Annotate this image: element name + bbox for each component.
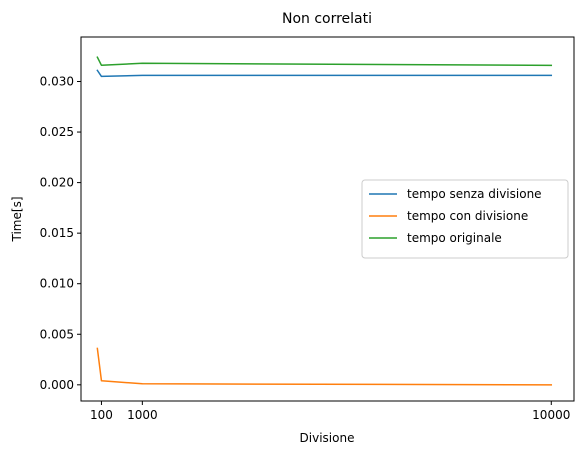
series-line-2 <box>96 56 553 67</box>
x-tick-label: 1000 <box>127 408 158 422</box>
y-tick-label: 0.030 <box>40 74 74 88</box>
y-axis: 0.000 0.005 0.010 0.015 0.020 0.025 0.030 <box>40 74 81 392</box>
y-tick-label: 0.005 <box>40 327 74 341</box>
legend-box <box>361 179 569 259</box>
x-tick-label: 10000 <box>532 408 570 422</box>
legend: tempo senza divisione tempo con divisione… <box>361 179 569 259</box>
y-tick-label: 0.010 <box>40 277 74 291</box>
plot-area <box>96 56 553 386</box>
series-line-0 <box>96 69 553 78</box>
y-tick-label: 0.025 <box>40 125 74 139</box>
y-tick-label: 0.000 <box>40 378 74 392</box>
legend-label-1: tempo con divisione <box>407 209 528 223</box>
x-axis: 100 1000 10000 <box>90 401 570 422</box>
x-tick-label: 100 <box>90 408 113 422</box>
y-tick-label: 0.015 <box>40 226 74 240</box>
chart-title: Non correlati <box>282 11 372 27</box>
legend-label-0: tempo senza divisione <box>407 187 542 201</box>
legend-label-2: tempo originale <box>407 231 502 245</box>
plot-frame <box>80 36 575 402</box>
x-axis-label: Divisione <box>300 431 355 445</box>
y-axis-label: Time[s] <box>10 197 24 243</box>
y-tick-label: 0.020 <box>40 176 74 190</box>
series-line-1 <box>96 347 553 386</box>
